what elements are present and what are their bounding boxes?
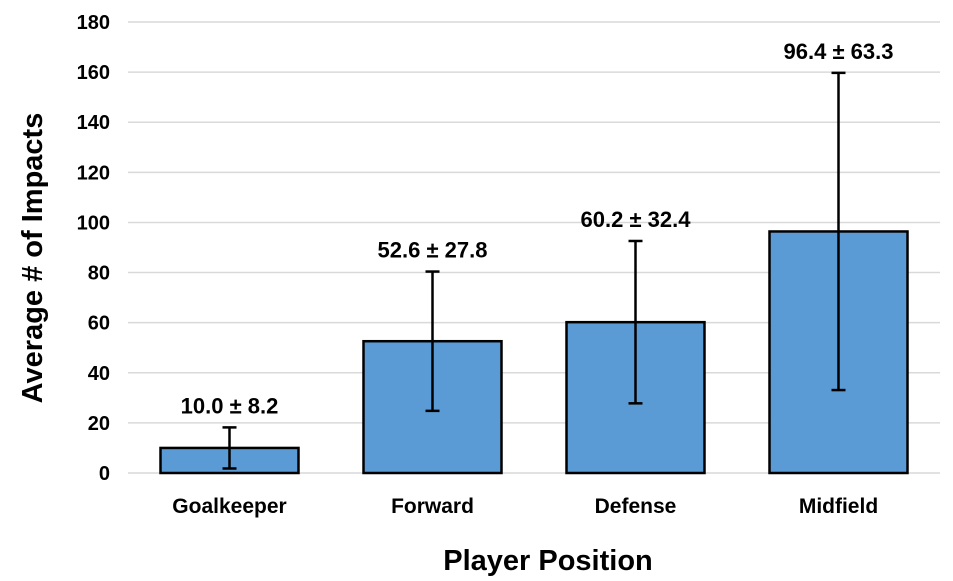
gridlines — [128, 21, 940, 474]
data-label-midfield: 96.4 ± 63.3 — [784, 39, 894, 64]
x-tick-label-defense: Defense — [595, 495, 677, 518]
error-bar-goalkeeper — [222, 426, 237, 470]
y-tick-label: 80 — [88, 263, 110, 285]
y-tick-label: 60 — [88, 313, 110, 335]
error-bar-midfield — [831, 71, 846, 392]
y-tick-label: 180 — [77, 12, 110, 34]
y-tick-label: 160 — [77, 62, 110, 84]
x-tick-label-forward: Forward — [391, 495, 474, 518]
error-bars — [222, 71, 846, 470]
y-axis-title: Average # of Impacts — [17, 113, 49, 404]
data-label-defense: 60.2 ± 32.4 — [581, 207, 692, 232]
x-axis-title: Player Position — [443, 545, 653, 577]
data-labels: 10.0 ± 8.2 52.6 ± 27.8 60.2 ± 32.4 96.4 ± 6… — [181, 39, 894, 419]
x-tick-label-goalkeeper: Goalkeeper — [172, 495, 286, 518]
data-label-forward: 52.6 ± 27.8 — [378, 238, 488, 263]
error-bar-defense — [628, 239, 643, 405]
y-tick-label: 120 — [77, 162, 110, 184]
error-bar-forward — [425, 270, 440, 413]
y-axis-ticks: 0 20 40 60 80 100 120 140 160 180 — [77, 12, 110, 485]
data-label-goalkeeper: 10.0 ± 8.2 — [181, 393, 279, 418]
bars — [159, 230, 909, 475]
y-tick-label: 100 — [77, 212, 110, 234]
y-tick-label: 20 — [88, 413, 110, 435]
y-tick-label: 0 — [99, 463, 110, 485]
x-tick-label-midfield: Midfield — [799, 495, 878, 518]
x-axis-categories: Goalkeeper Forward Defense Midfield — [172, 495, 878, 518]
y-tick-label: 40 — [88, 363, 110, 385]
y-tick-label: 140 — [77, 112, 110, 134]
